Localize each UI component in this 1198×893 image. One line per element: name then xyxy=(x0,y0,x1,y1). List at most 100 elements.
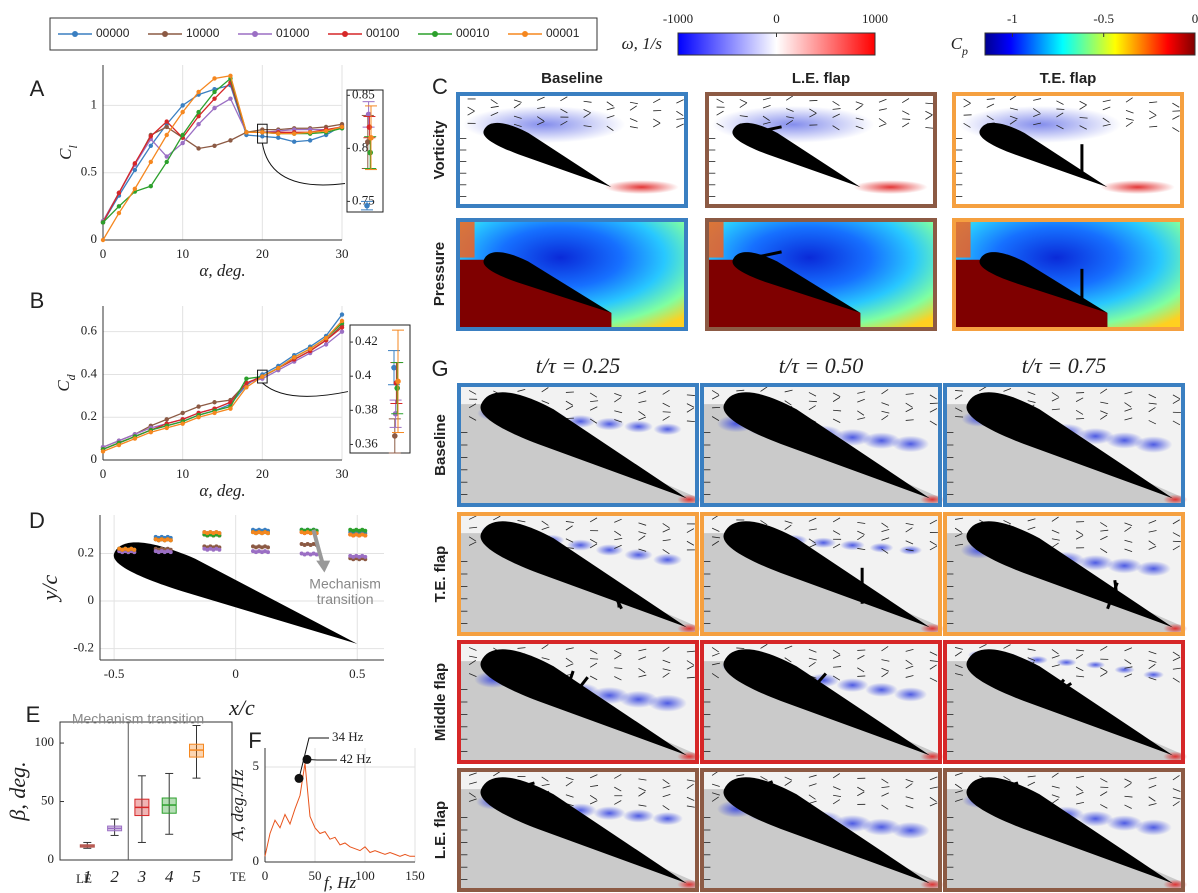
velocity-vector xyxy=(589,538,598,544)
column-header: t/τ = 0.25 xyxy=(536,353,620,378)
velocity-vector xyxy=(857,398,865,403)
colorbar xyxy=(984,32,1196,56)
legend-label: 00010 xyxy=(456,26,490,40)
velocity-vector xyxy=(638,778,647,781)
airfoil xyxy=(723,649,930,756)
velocity-vector xyxy=(686,528,695,533)
velocity-vector xyxy=(955,517,964,520)
velocity-vector xyxy=(652,118,661,124)
velocity-vector xyxy=(1051,649,1059,655)
y-tick-label: 0.42 xyxy=(355,333,378,348)
panel-border xyxy=(943,383,1185,507)
airfoil xyxy=(979,252,1108,313)
colorbar-tick-label: 0 xyxy=(1192,11,1198,26)
data-point xyxy=(339,325,345,330)
velocity-vector xyxy=(808,392,817,397)
velocity-vector xyxy=(1148,546,1157,550)
velocity-vector xyxy=(614,419,622,423)
velocity-vector xyxy=(808,538,816,544)
data-point xyxy=(314,552,319,557)
velocity-vector xyxy=(537,121,545,126)
velocity-vector xyxy=(760,776,768,781)
velocity-vector xyxy=(1009,107,1018,111)
velocity-vector xyxy=(809,108,817,114)
velocity-vector xyxy=(808,661,816,668)
velocity-vector xyxy=(881,389,889,395)
colorbar-tick-label: -1 xyxy=(1007,11,1018,26)
velocity-vector xyxy=(1027,657,1036,662)
velocity-vector xyxy=(881,522,889,528)
velocity-vector xyxy=(662,793,671,798)
data-point xyxy=(180,410,185,416)
velocity-vector xyxy=(614,518,622,523)
velocity-vector xyxy=(614,650,622,655)
velocity-vector xyxy=(560,96,568,102)
colorbar-tick-label: -1000 xyxy=(663,11,693,26)
velocity-vector xyxy=(1124,539,1133,543)
velocity-vector xyxy=(490,112,499,117)
velocity-vector xyxy=(857,654,865,660)
vortex-patch xyxy=(653,553,683,566)
velocity-vector xyxy=(808,657,817,661)
velocity-vector xyxy=(833,666,842,668)
velocity-vector xyxy=(676,99,684,104)
velocity-vector xyxy=(1003,776,1011,781)
velocity-vector xyxy=(589,517,598,523)
velocity-vector xyxy=(711,647,719,653)
x-tick-label: 10 xyxy=(176,246,189,261)
x-tick-label: 150 xyxy=(405,868,425,883)
velocity-vector xyxy=(832,517,841,523)
y-tick-label: 0 xyxy=(253,853,260,868)
inset-frame xyxy=(349,324,411,454)
data-point xyxy=(323,128,329,134)
data-point xyxy=(132,547,137,552)
mean-point xyxy=(394,385,401,391)
y-tick-label: 0.8 xyxy=(352,139,368,154)
series-line xyxy=(102,75,343,241)
flap xyxy=(615,586,621,608)
data-point xyxy=(148,134,153,139)
vortex-patch xyxy=(624,548,653,561)
data-point xyxy=(196,146,201,151)
y-axis-label: y/c xyxy=(37,574,62,602)
data-point xyxy=(212,410,217,416)
velocity-vector xyxy=(929,394,937,400)
velocity-vector xyxy=(905,393,914,395)
data-point xyxy=(164,159,169,165)
velocity-vector xyxy=(857,548,866,551)
y-tick-label: 0.75 xyxy=(352,192,375,207)
velocity-vector xyxy=(1172,545,1180,551)
velocity-vector xyxy=(1124,804,1132,809)
panel-letter: G xyxy=(431,356,448,381)
velocity-vector xyxy=(979,644,987,649)
velocity-vector xyxy=(606,107,615,111)
vortex-patch xyxy=(1106,558,1143,574)
velocity-vector xyxy=(686,805,695,808)
velocity-vector xyxy=(1100,791,1108,797)
panel-border xyxy=(705,218,937,331)
velocity-vector xyxy=(662,411,671,413)
velocity-vector xyxy=(857,535,865,541)
velocity-vector xyxy=(1100,778,1108,783)
pressure-corner xyxy=(456,218,475,258)
velocity-vector xyxy=(1102,99,1111,103)
velocity-vector xyxy=(1148,651,1157,655)
velocity-vector xyxy=(1148,402,1157,405)
vortex-patch xyxy=(648,694,687,712)
velocity-vector xyxy=(686,660,694,666)
airfoil xyxy=(723,777,930,884)
velocity-vector xyxy=(1033,113,1041,117)
flap xyxy=(571,676,589,697)
data-point xyxy=(212,105,217,111)
velocity-vector xyxy=(614,538,623,541)
series-line xyxy=(102,77,343,223)
data-point xyxy=(276,131,281,136)
velocity-vector xyxy=(614,774,622,779)
data-point xyxy=(323,335,329,341)
velocity-vector xyxy=(881,667,890,672)
velocity-vector xyxy=(711,796,719,802)
data-point xyxy=(244,385,249,390)
x-tick-label: 0.5 xyxy=(349,666,365,681)
y-tick-label: 0.5 xyxy=(81,164,97,179)
